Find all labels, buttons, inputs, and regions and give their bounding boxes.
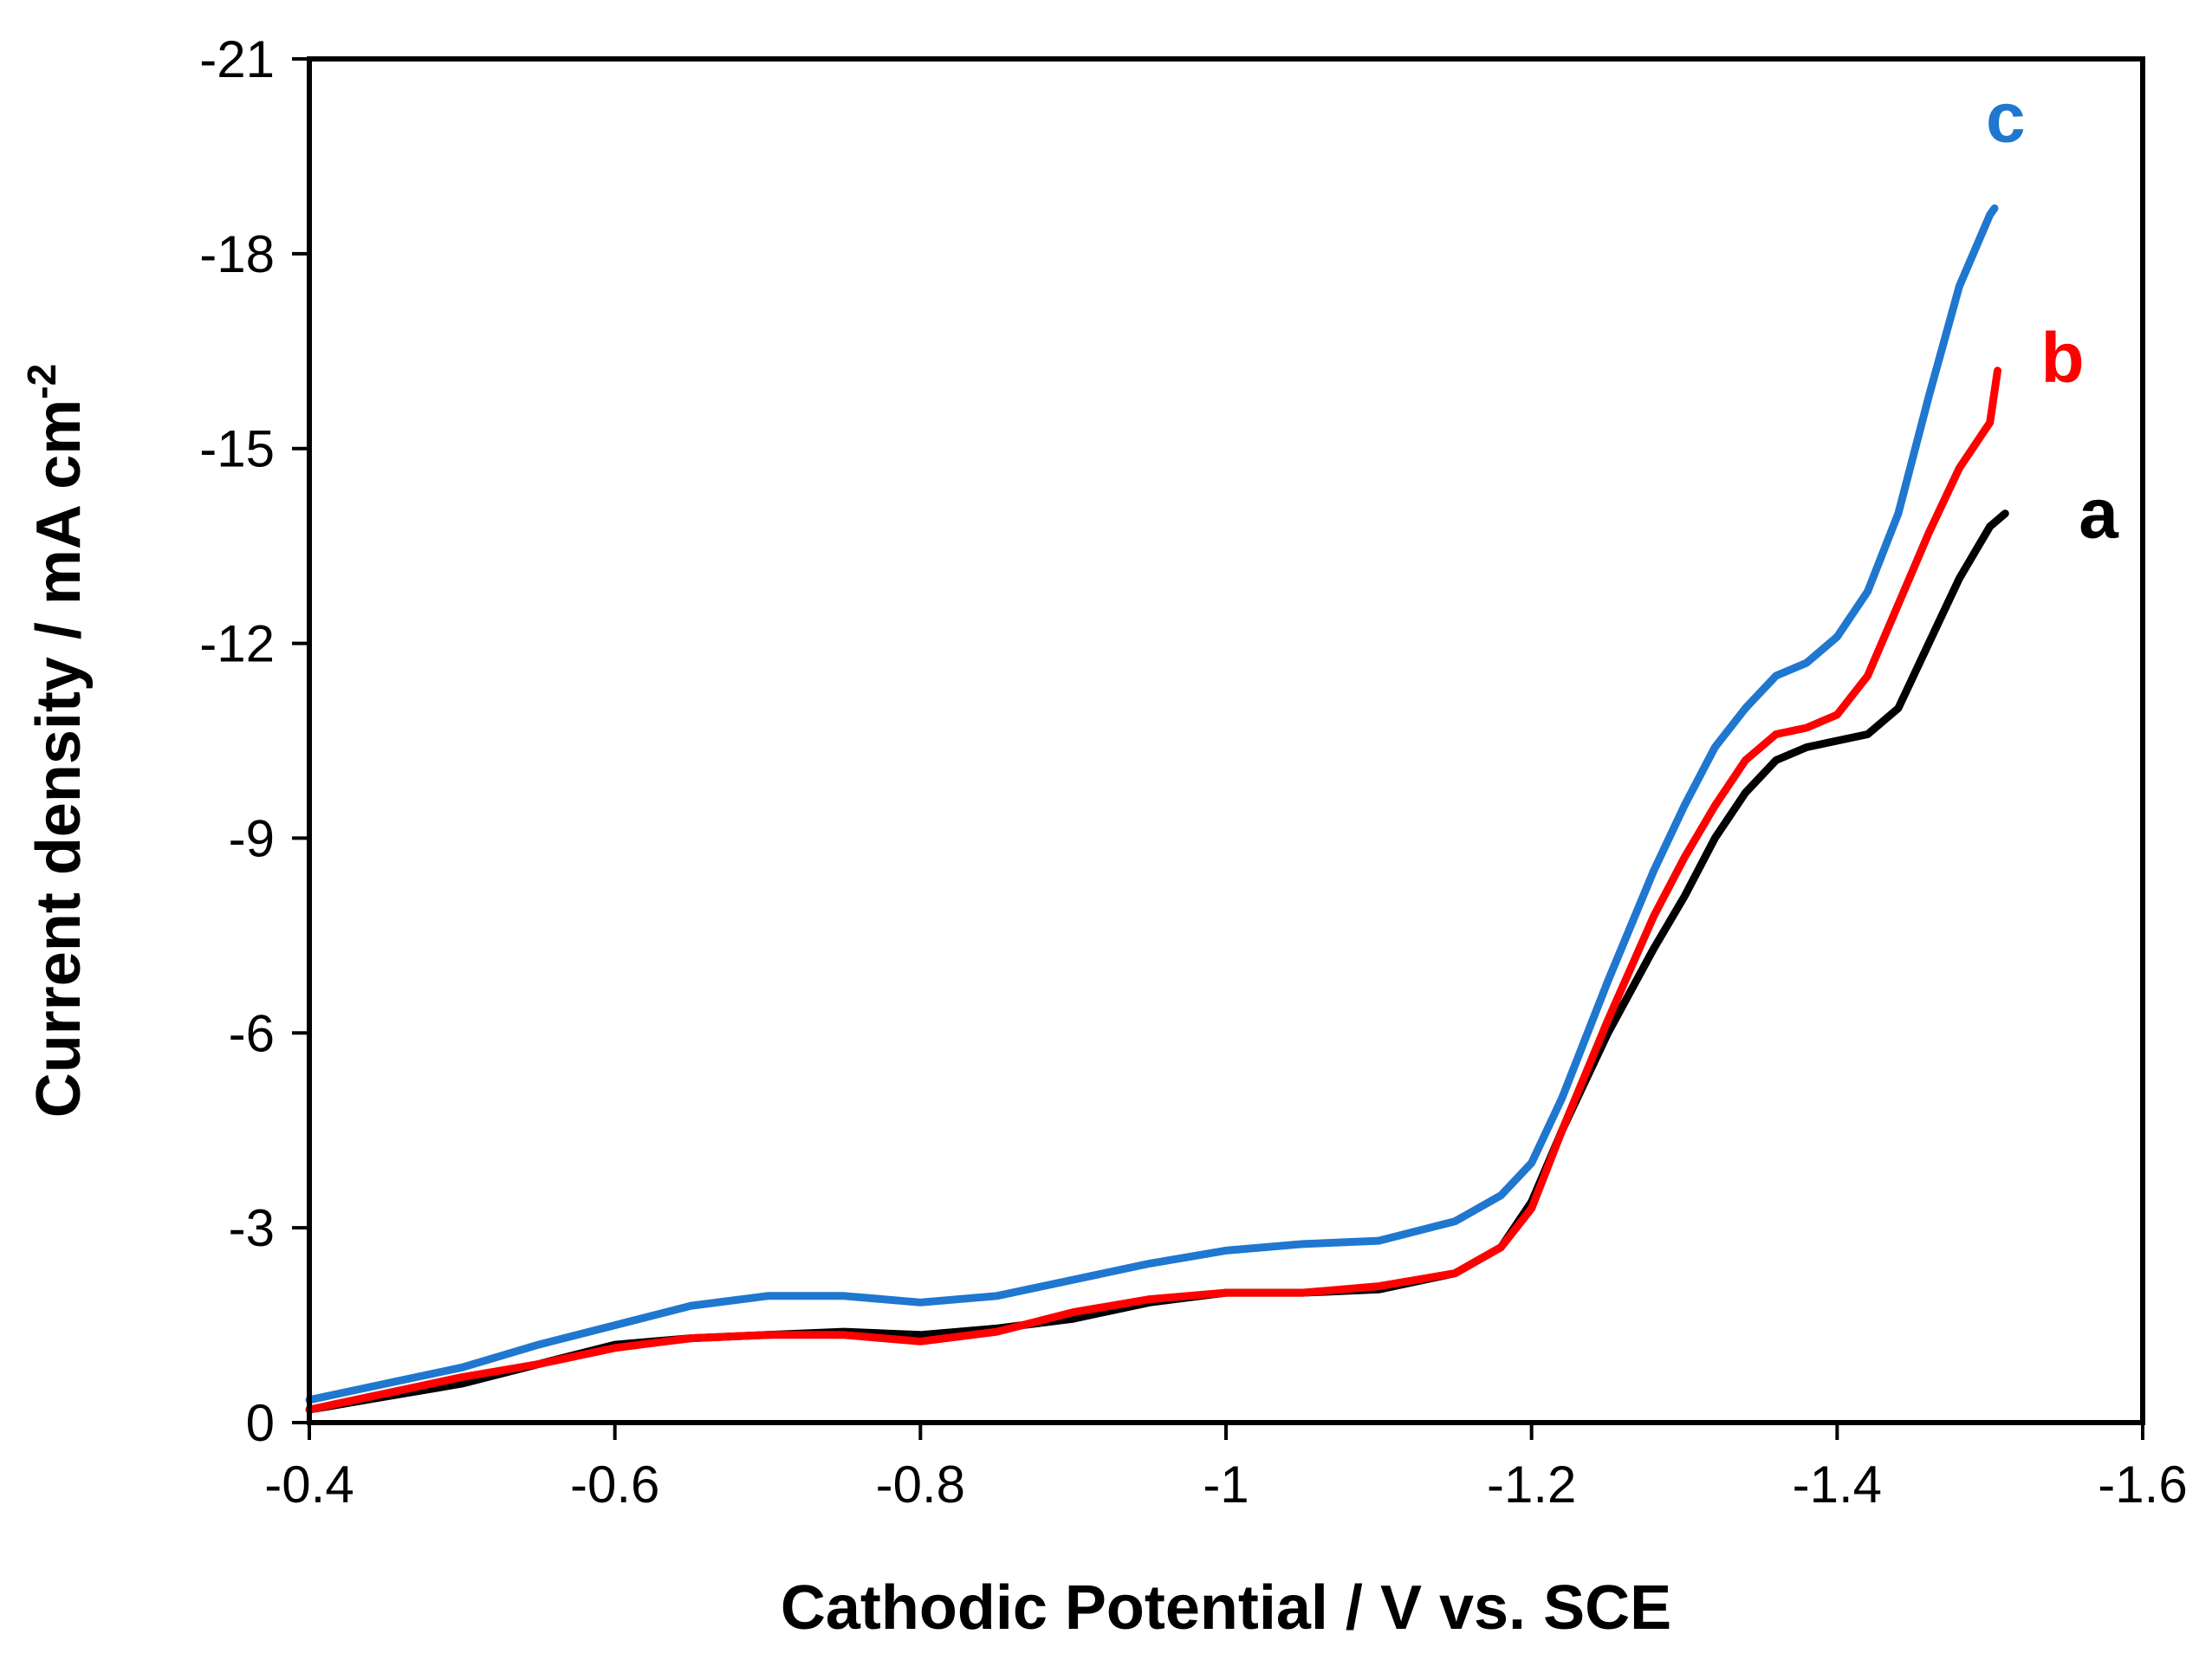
y-tick-label: -15 bbox=[199, 420, 275, 478]
y-tick-label: -18 bbox=[199, 225, 275, 283]
series-label-a: a bbox=[2079, 475, 2119, 554]
x-tick-label: -1 bbox=[1203, 1456, 1249, 1514]
y-tick-label: -3 bbox=[229, 1199, 275, 1257]
y-tick-label: -9 bbox=[229, 809, 275, 867]
y-tick-label: -12 bbox=[199, 615, 275, 673]
x-tick-label: -1.4 bbox=[1793, 1456, 1882, 1514]
x-axis: -0.4 -0.6 -0.8 -1 -1.2 -1.4 -1.6 bbox=[264, 1423, 2188, 1514]
series-line-b bbox=[305, 366, 2001, 1414]
series-labels: ab c bbox=[1986, 78, 2119, 553]
x-tick-label: -0.8 bbox=[876, 1456, 965, 1514]
series-label-b: b bbox=[2040, 319, 2084, 398]
y-tick-label: -6 bbox=[229, 1004, 275, 1062]
series-line-c bbox=[305, 204, 1999, 1404]
series-label-c: c bbox=[1986, 78, 2026, 157]
x-tick-label: -0.4 bbox=[264, 1456, 354, 1514]
plot-lines bbox=[305, 204, 2009, 1414]
x-tick-label: -1.6 bbox=[2098, 1456, 2187, 1514]
y-axis: 0 -3 -6 -9 -12 -15 -18 -21 bbox=[199, 30, 309, 1452]
y-axis-title-superscript: -2 bbox=[19, 364, 64, 399]
x-axis-title: Cathodic Potential / V vs. SCE bbox=[781, 1573, 1671, 1643]
y-tick-label: -21 bbox=[199, 30, 275, 88]
y-axis-title-main: Current density / mA cm bbox=[24, 399, 94, 1119]
y-axis-title: Current density / mA cm-2 bbox=[19, 364, 94, 1118]
y-tick-label: 0 bbox=[246, 1394, 275, 1452]
x-tick-label: -0.6 bbox=[570, 1456, 659, 1514]
x-tick-label: -1.2 bbox=[1487, 1456, 1576, 1514]
